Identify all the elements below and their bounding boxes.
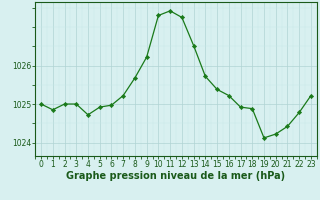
X-axis label: Graphe pression niveau de la mer (hPa): Graphe pression niveau de la mer (hPa) <box>67 171 285 181</box>
